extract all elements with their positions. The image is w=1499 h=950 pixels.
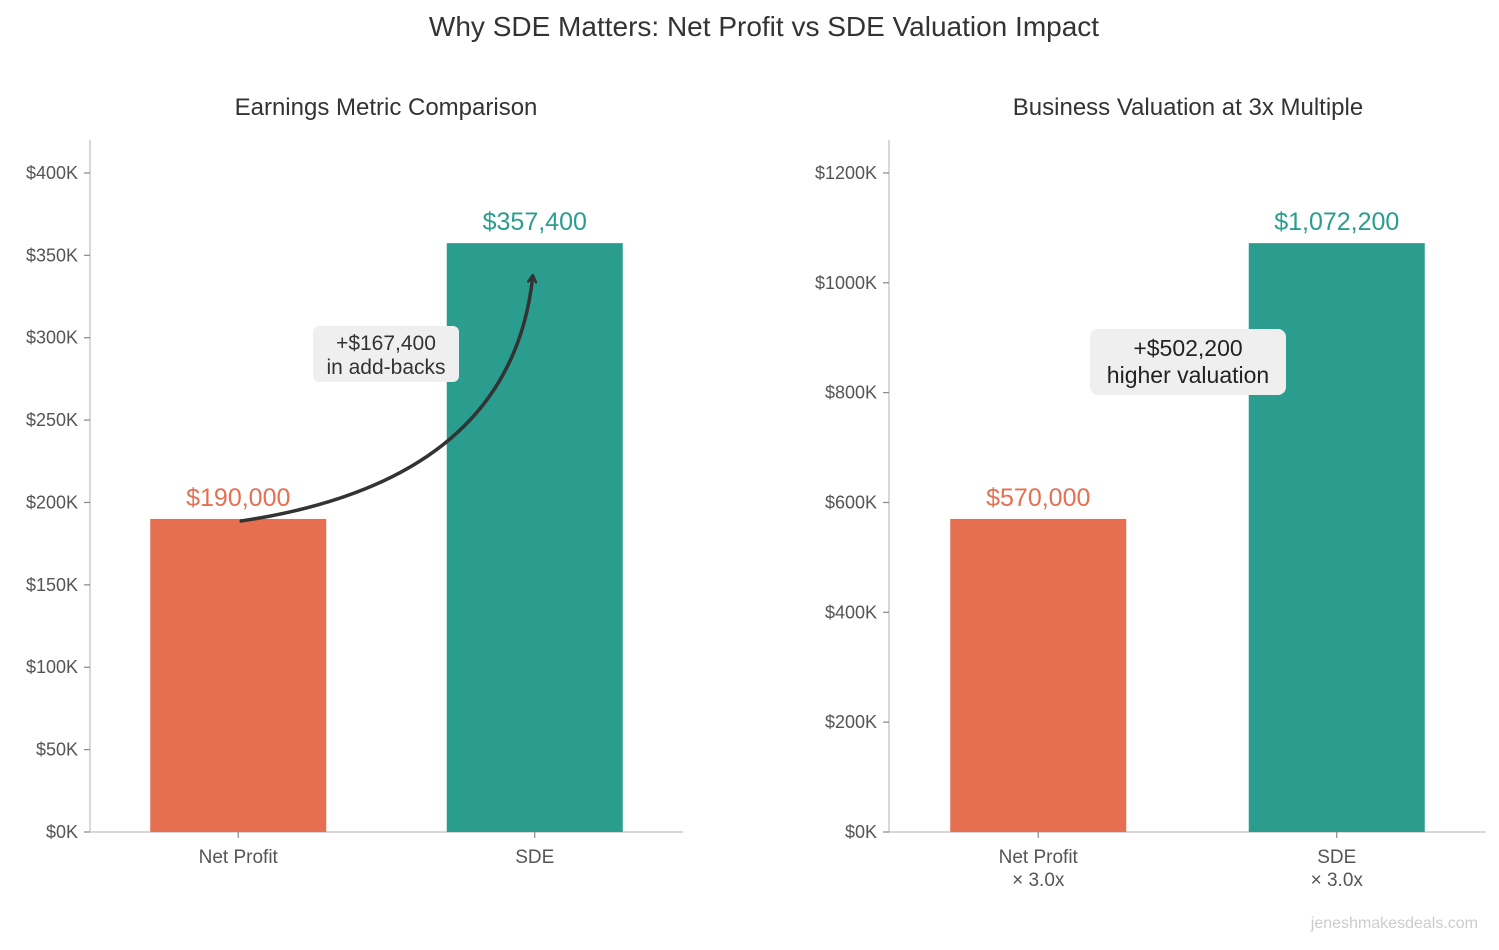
chart-title: Earnings Metric Comparison bbox=[235, 94, 538, 121]
bar bbox=[446, 243, 623, 833]
x-tick-label: × 3.0x bbox=[1311, 870, 1364, 891]
y-tick-label: $200K bbox=[825, 712, 877, 732]
figure-title: Why SDE Matters: Net Profit vs SDE Valua… bbox=[429, 11, 1099, 42]
y-tick-label: $400K bbox=[825, 602, 877, 622]
y-tick-label: $100K bbox=[26, 657, 78, 677]
chart-title: Business Valuation at 3x Multiple bbox=[1013, 94, 1363, 121]
bar bbox=[950, 518, 1127, 832]
watermark: jeneshmakesdeals.com bbox=[1310, 915, 1478, 932]
data-label: $570,000 bbox=[986, 484, 1090, 512]
y-tick-label: $600K bbox=[825, 492, 877, 512]
add-back-arrow bbox=[239, 276, 533, 523]
y-tick-label: $0K bbox=[46, 822, 78, 842]
y-tick-label: $800K bbox=[825, 383, 877, 403]
annotation-text: +$167,400 bbox=[336, 332, 436, 355]
annotation-box bbox=[1090, 329, 1286, 395]
y-tick-label: $400K bbox=[26, 163, 78, 183]
y-tick-label: $350K bbox=[26, 245, 78, 265]
data-label: $1,072,200 bbox=[1274, 208, 1399, 236]
x-tick-label: × 3.0x bbox=[1012, 870, 1065, 891]
valuation-chart: Business Valuation at 3x Multiple $0K $20… bbox=[815, 94, 1486, 891]
x-tick-label: SDE bbox=[515, 847, 554, 868]
x-tick-label: Net Profit bbox=[999, 847, 1079, 868]
annotation-text: in add-backs bbox=[326, 356, 445, 379]
annotation-text: higher valuation bbox=[1107, 362, 1269, 388]
y-tick-label: $50K bbox=[36, 740, 78, 760]
earnings-comparison-chart: Earnings Metric Comparison $0K $50K $100K $… bbox=[26, 94, 683, 868]
bar bbox=[150, 518, 327, 832]
y-tick-label: $1000K bbox=[815, 273, 877, 293]
x-tick-label: Net Profit bbox=[199, 847, 279, 868]
data-label: $190,000 bbox=[186, 484, 290, 512]
x-tick-label: SDE bbox=[1317, 847, 1356, 868]
y-tick-label: $250K bbox=[26, 410, 78, 430]
data-label: $357,400 bbox=[483, 208, 587, 236]
y-tick-label: $300K bbox=[26, 328, 78, 348]
annotation-text: +$502,200 bbox=[1133, 335, 1242, 361]
y-tick-label: $200K bbox=[26, 492, 78, 512]
y-tick-label: $150K bbox=[26, 575, 78, 595]
y-tick-label: $0K bbox=[845, 822, 877, 842]
annotation-box bbox=[313, 326, 459, 382]
y-tick-label: $1200K bbox=[815, 163, 877, 183]
